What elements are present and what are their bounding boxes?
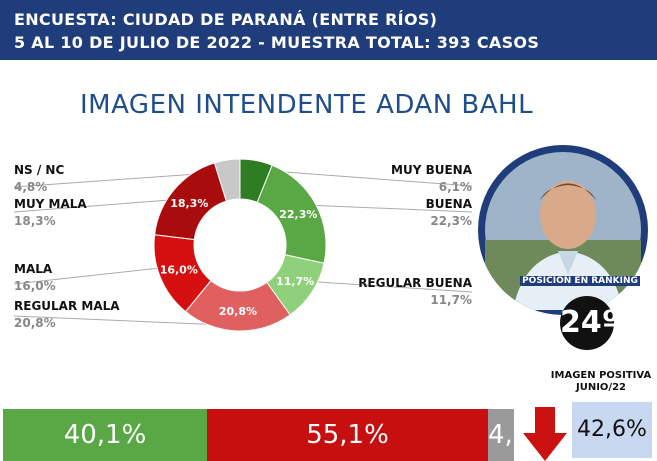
value-muy-mala: 18,3% [14,214,56,228]
survey-title: ENCUESTA: CIUDAD DE PARANÁ (ENTRE RÍOS) [14,10,438,29]
positive-june-title: IMAGEN POSITIVA JUNIO/22 [545,370,657,394]
positive-june-title-line1: IMAGEN POSITIVA [550,370,652,381]
ranking-value: 24º [560,296,619,350]
value-nsnc: 4,8% [14,180,48,194]
donut-chart: 22,3% 11,7% 20,8% 16,0% 18,3% [153,158,327,332]
summary-nsnc: 4,8% [488,409,514,461]
value-regular-mala: 20,8% [14,316,56,330]
label-buena: BUENA [425,197,472,211]
positive-june-value: 42,6% [572,402,652,458]
label-regular-buena: REGULAR BUENA [358,276,472,290]
label-nsnc: NS / NC [14,163,65,177]
leader-regular-buena [317,281,473,293]
positive-june-title-line2: JUNIO/22 [576,382,626,393]
leader-regular-mala [13,315,226,326]
survey-subtitle: 5 AL 10 DE JULIO DE 2022 - MUESTRA TOTAL… [14,33,540,52]
leader-muy-mala [13,199,171,213]
donut-slice-label: 22,3% [279,208,317,221]
leader-mala [13,267,161,285]
summary-positive: 40,1% [3,409,207,461]
leader-buena [304,204,473,213]
value-regular-buena: 11,7% [430,293,472,307]
label-muy-buena: MUY BUENA [391,163,472,177]
value-muy-buena: 6,1% [438,180,472,194]
ranking-label: POSICIÓN EN RANKING [520,276,640,286]
donut-slice-label: 16,0% [160,264,198,277]
label-muy-mala: MUY MALA [14,197,87,211]
label-mala: MALA [14,262,53,276]
value-buena: 22,3% [430,214,472,228]
donut-slice-label: 18,3% [170,197,208,210]
label-regular-mala: REGULAR MALA [14,299,120,313]
value-mala: 16,0% [14,279,56,293]
person-photo-icon [478,145,648,315]
chart-title: IMAGEN INTENDENTE ADAN BAHL [80,90,534,120]
arrow-down-icon [523,407,567,461]
summary-negative: 55,1% [207,409,488,461]
donut-slice-ns-nc [213,158,241,202]
donut-slice-label: 11,7% [276,275,314,288]
donut-slice-label: 20,8% [219,305,257,318]
header-banner: ENCUESTA: CIUDAD DE PARANÁ (ENTRE RÍOS) … [0,0,657,60]
leader-muy-buena [257,169,473,187]
